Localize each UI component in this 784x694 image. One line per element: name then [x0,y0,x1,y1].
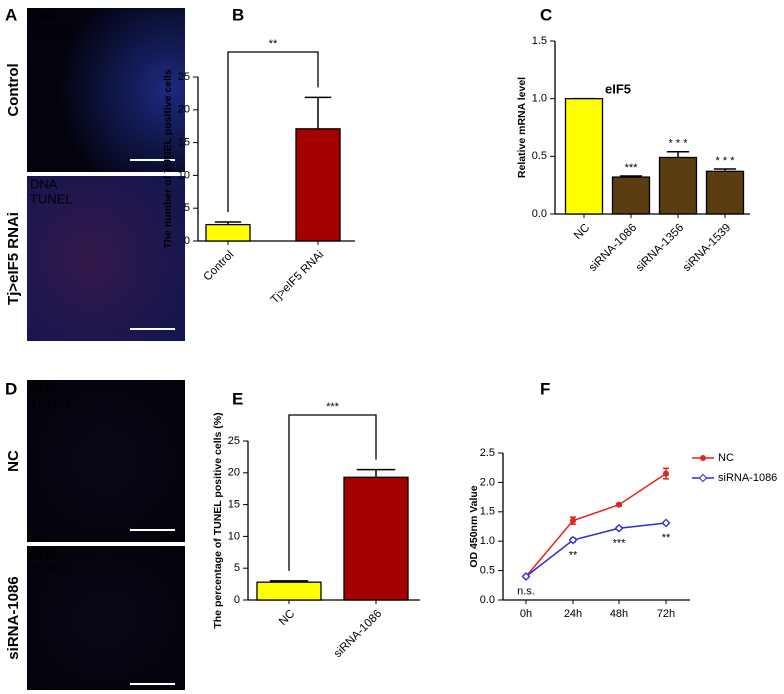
row-label: NC [5,450,22,472]
y-tick-label: 10 [178,169,190,181]
y-tick-label: 5 [184,202,190,214]
micrograph [27,8,185,172]
significance-bracket [227,51,319,212]
y-tick-label: 2.0 [480,476,495,488]
x-tick-label: 24h [564,608,582,620]
y-axis-label: OD 450nm Value [468,485,480,567]
channel-label: DNA [30,380,58,395]
significance-bracket [288,414,377,571]
legend-marker [698,473,708,483]
channel-label: DNA [30,176,58,191]
row-label: Control [5,63,22,116]
bar [564,98,604,215]
y-tick-label: 0 [234,594,240,606]
x-tick-label: siRNA-1086 [587,222,639,274]
x-tick-label: siRNA-1356 [634,222,686,274]
micrograph [27,546,185,690]
y-tick-label: 20 [228,467,240,479]
y-tick-label: 1.5 [480,506,495,518]
panel-label: E [232,389,243,408]
legend-marker [700,455,706,461]
y-tick-label: 15 [178,137,190,149]
point [614,523,624,533]
point [616,501,622,508]
x-tick-label: 48h [610,608,628,620]
y-tick-label: 2.5 [480,447,495,459]
bar [611,176,651,215]
chart-title: eIF5 [605,81,631,96]
annotation: ** [662,532,671,544]
x-tick-label: siRNA-1539 [681,222,733,274]
x-tick-label: NC [572,222,592,242]
channel-label: DNA [30,546,58,561]
legend-label: NC [718,452,734,464]
annotation: *** [613,537,627,549]
row-label: Tj>eIF5 RNAi [5,212,22,305]
channel-label: TUNEL [30,561,73,576]
point [521,572,531,581]
panel-label: B [232,5,244,24]
y-tick-label: 1.0 [480,535,495,547]
bar [205,223,251,242]
panel-label: F [540,379,550,398]
panel-label: C [540,5,552,24]
bar [256,581,322,601]
x-tick-label: siRNA-1086 [332,608,384,660]
image-panels [27,8,185,690]
y-tick-label: 0.5 [532,150,547,162]
point [663,470,669,477]
series-line [525,472,667,577]
channel-label: TUNEL [30,395,73,410]
y-tick-label: 15 [228,499,240,511]
bar [705,170,745,215]
y-tick-label: 1.5 [532,35,547,47]
y-tick-label: 1.0 [532,93,547,105]
point [570,517,576,524]
series-line [525,522,667,578]
y-tick-label: 0.5 [480,565,495,577]
channel-label: TUNEL [30,191,73,206]
point [661,518,671,528]
y-axis-label: Relative mRNA level [516,77,528,178]
row-label: siRNA-1086 [5,576,22,659]
channel-label: DNA [30,8,58,23]
y-tick-label: 10 [228,530,240,542]
significance: * * * [716,155,736,167]
bar [658,156,698,215]
panel-label: D [5,379,17,398]
x-tick-label: 72h [657,608,675,620]
x-tick-label: Tj>eIF5 RNAi [269,249,327,307]
channel-label: TUNEL [30,23,73,38]
micrograph [27,176,185,341]
bar [343,476,409,601]
y-tick-label: 0.0 [532,208,547,220]
y-tick-label: 25 [228,435,240,447]
significance: *** [326,401,340,413]
point [568,535,578,545]
significance: * * * [669,138,689,150]
micrograph [27,380,185,542]
significance: *** [625,162,639,174]
y-axis-label: The number of TUNEL positive cells [162,69,174,249]
x-tick-label: 0h [520,608,532,620]
y-tick-label: 5 [234,562,240,574]
y-axis-label: The percentage of TUNEL positive cells (… [212,412,224,628]
x-tick-label: Control [202,249,237,284]
y-tick-label: 20 [178,104,190,116]
significance: ** [269,38,278,50]
bar [295,128,341,242]
panel-label: A [5,5,17,24]
annotation: n.s. [517,586,535,598]
x-tick-label: NC [277,608,297,628]
y-tick-label: 0 [184,235,190,247]
legend-label: siRNA-1086 [718,472,777,484]
y-tick-label: 0.0 [480,594,495,606]
y-tick-label: 25 [178,71,190,83]
annotation: ** [569,550,578,562]
